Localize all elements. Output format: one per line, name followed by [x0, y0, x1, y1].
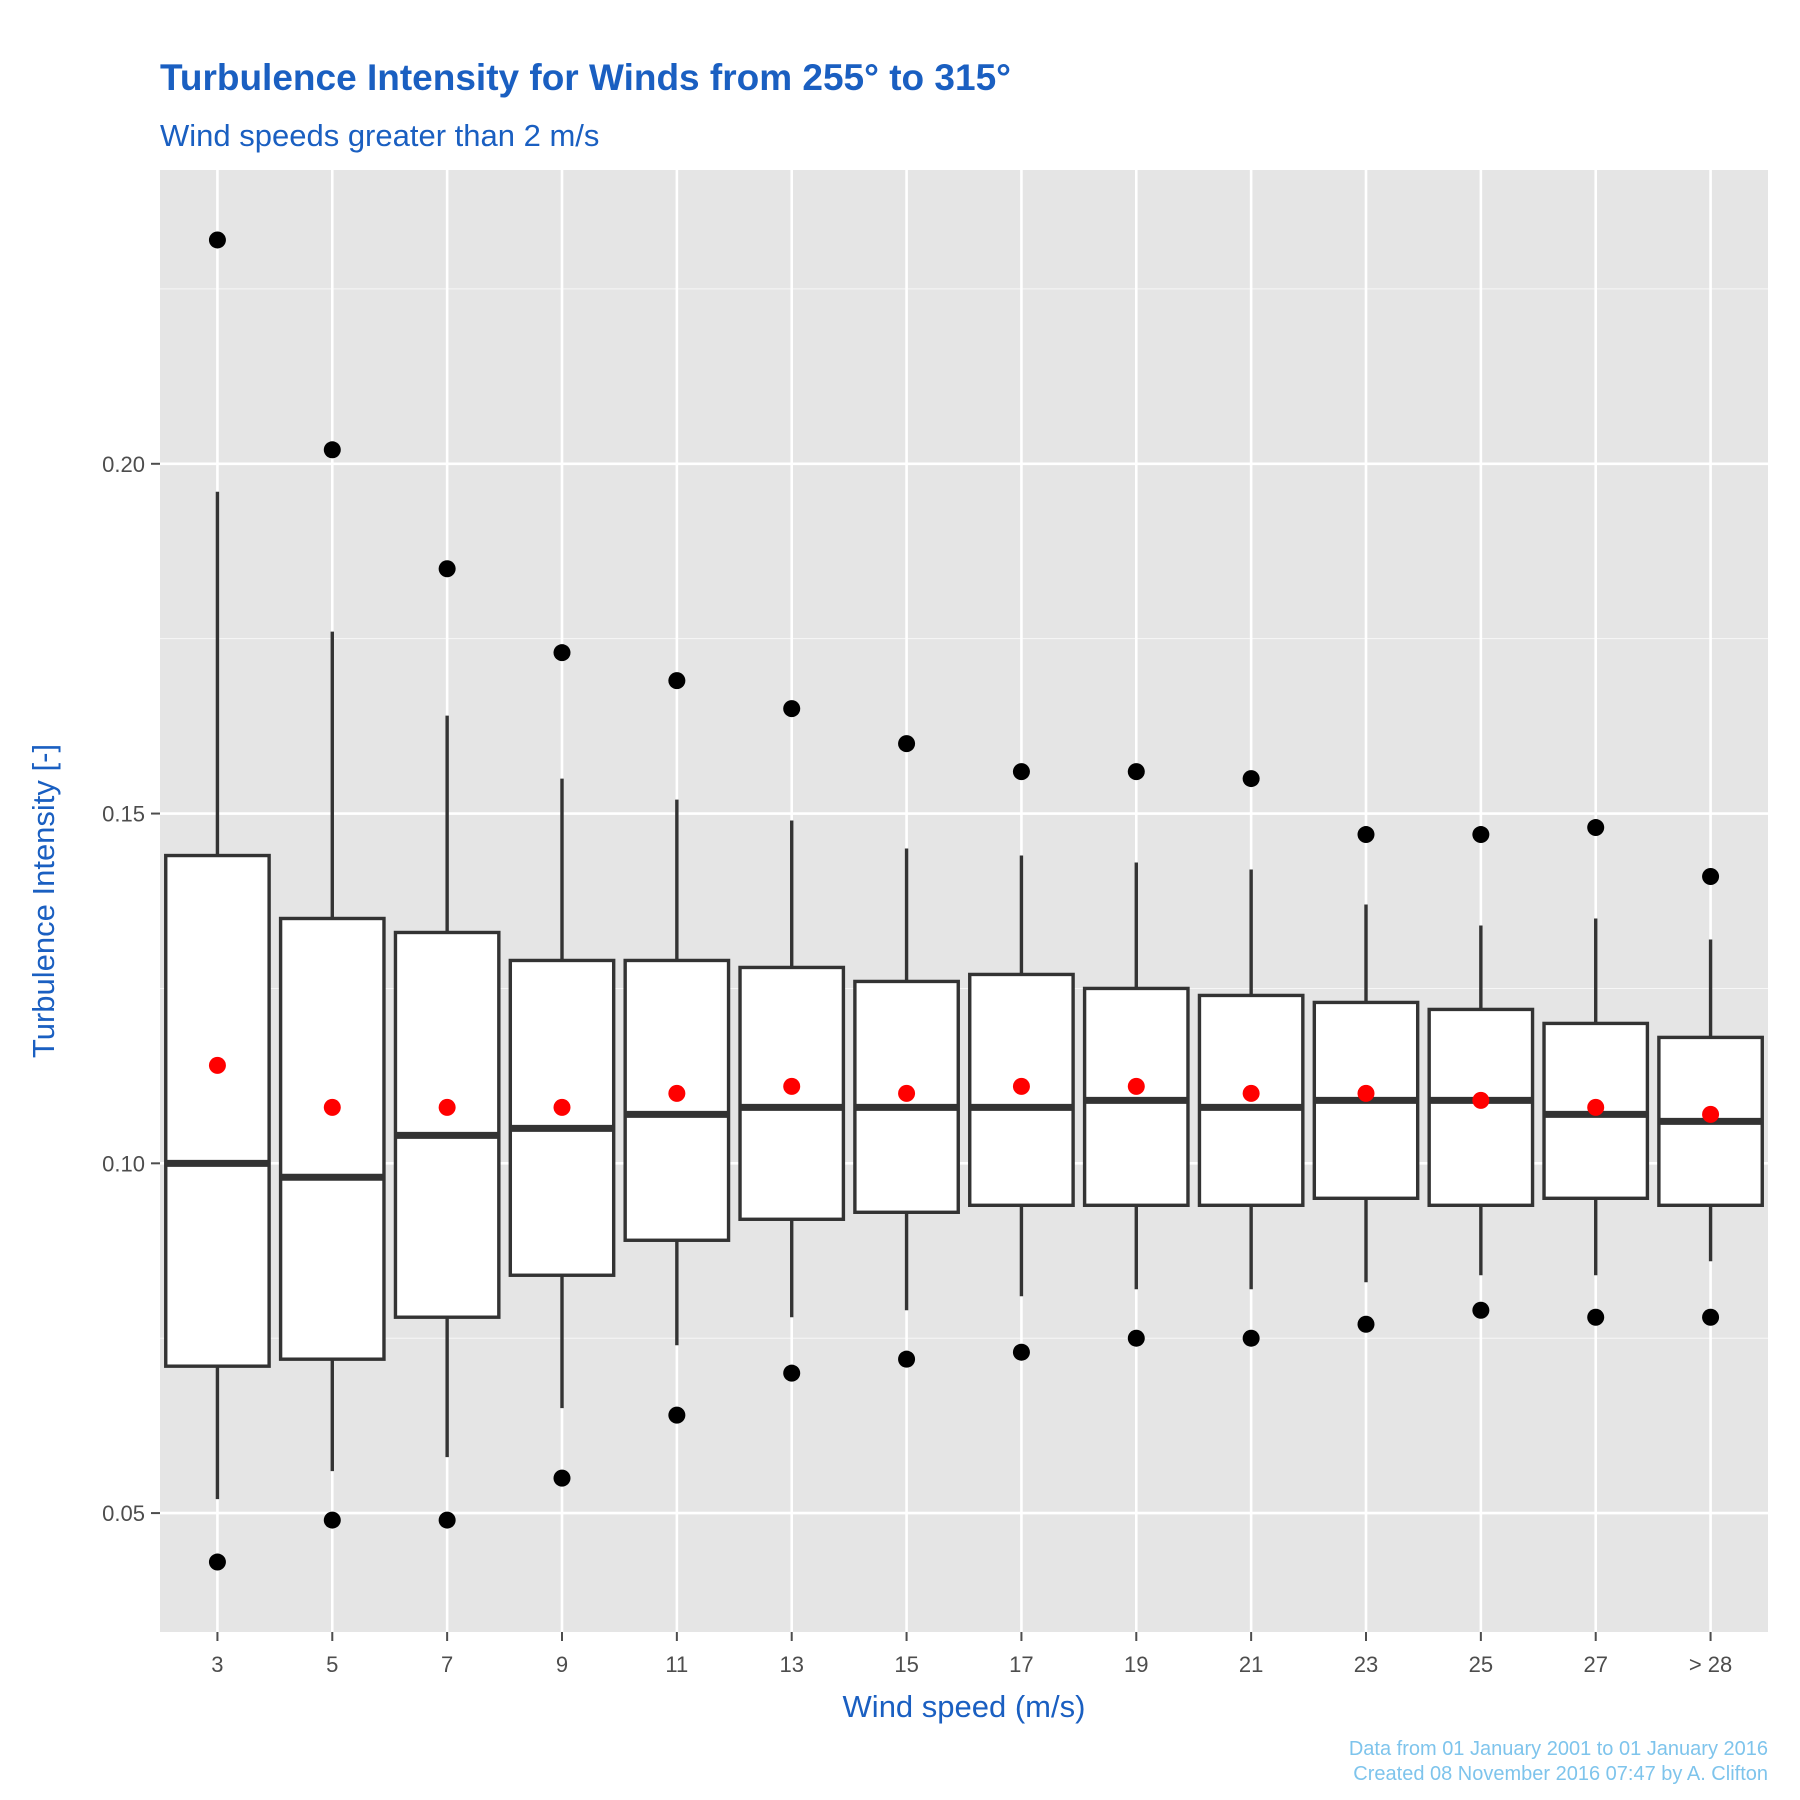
mean-point: [668, 1084, 686, 1102]
x-tick-label: 17: [1009, 1652, 1033, 1677]
outlier-point: [208, 231, 226, 249]
x-tick-label: 13: [779, 1652, 803, 1677]
outlier-point: [1127, 763, 1145, 781]
mean-point: [1127, 1077, 1145, 1095]
box-11: [1312, 826, 1420, 1333]
outlier-point: [1242, 1329, 1260, 1347]
outlier-point: [668, 672, 686, 690]
mean-point: [438, 1098, 456, 1116]
outlier-point: [323, 441, 341, 459]
box-13: [1542, 819, 1650, 1326]
x-tick-label: 9: [556, 1652, 568, 1677]
outlier-point: [208, 1553, 226, 1571]
box-iqr: [164, 853, 271, 1368]
boxes: [164, 231, 1764, 1571]
x-tick-label: 21: [1239, 1652, 1263, 1677]
box-1: [164, 231, 271, 1571]
y-tick-label: 0.10: [102, 1151, 145, 1176]
x-tick-label: 19: [1124, 1652, 1148, 1677]
outlier-point: [1012, 763, 1030, 781]
outlier-point: [1357, 1315, 1375, 1333]
mean-point: [1587, 1098, 1605, 1116]
x-tick-label: 23: [1354, 1652, 1378, 1677]
outlier-point: [1587, 1308, 1605, 1326]
y-axis: 0.05 0.10 0.15 0.20: [102, 452, 160, 1526]
box-iqr: [278, 916, 386, 1361]
outlier-point: [1702, 868, 1720, 886]
box-14: [1657, 868, 1764, 1326]
box-7: [853, 735, 960, 1368]
y-tick-label: 0.20: [102, 452, 145, 477]
box-5: [623, 672, 731, 1424]
outlier-point: [1472, 826, 1490, 844]
x-tick-label: 5: [326, 1652, 338, 1677]
x-tick-label: 25: [1469, 1652, 1493, 1677]
x-axis: 3 5 7 9 11 13 15 17 19 21 23 25 27 > 28: [211, 1632, 1732, 1677]
outlier-point: [898, 1350, 916, 1368]
mean-point: [1472, 1091, 1490, 1109]
outlier-point: [668, 1406, 686, 1424]
mean-point: [783, 1077, 801, 1095]
box-9: [1082, 763, 1190, 1347]
x-axis-label: Wind speed (m/s): [843, 1689, 1086, 1724]
outlier-point: [1127, 1329, 1145, 1347]
box-8: [968, 763, 1075, 1361]
outlier-point: [1357, 826, 1375, 844]
outlier-point: [783, 1364, 801, 1382]
x-tick-label: 3: [211, 1652, 223, 1677]
mean-point: [323, 1098, 341, 1116]
box-12: [1427, 826, 1535, 1319]
x-tick-label: 7: [441, 1652, 453, 1677]
outlier-point: [1702, 1308, 1720, 1326]
mean-point: [553, 1098, 571, 1116]
box-10: [1197, 770, 1305, 1347]
mean-point: [1702, 1105, 1720, 1123]
outlier-point: [783, 700, 801, 718]
chart-title: Turbulence Intensity for Winds from 255°…: [160, 57, 1011, 98]
outlier-point: [553, 1469, 571, 1487]
mean-point: [1242, 1084, 1260, 1102]
outlier-point: [1587, 819, 1605, 837]
outlier-point: [898, 735, 916, 753]
caption-data-range: Data from 01 January 2001 to 01 January …: [1349, 1738, 1768, 1760]
chart-subtitle: Wind speeds greater than 2 m/s: [160, 118, 599, 153]
box-iqr: [508, 958, 616, 1277]
outlier-point: [1242, 770, 1260, 788]
mean-point: [1012, 1077, 1030, 1095]
outlier-point: [438, 560, 456, 578]
outlier-point: [553, 644, 571, 662]
mean-point: [1357, 1084, 1375, 1102]
box-4: [508, 644, 616, 1487]
x-tick-label: > 28: [1689, 1652, 1732, 1677]
box-iqr: [393, 930, 501, 1319]
mean-point: [898, 1084, 916, 1102]
y-axis-label: Turbulence Intensity [-]: [26, 744, 61, 1058]
plot-panel: [160, 170, 1768, 1632]
y-tick-label: 0.15: [102, 802, 145, 827]
mean-point: [208, 1056, 226, 1074]
x-tick-label: 27: [1583, 1652, 1607, 1677]
outlier-point: [323, 1511, 341, 1529]
box-3: [393, 560, 501, 1529]
x-tick-label: 11: [665, 1652, 688, 1677]
outlier-point: [1012, 1343, 1030, 1361]
x-tick-label: 15: [894, 1652, 918, 1677]
caption-created: Created 08 November 2016 07:47 by A. Cli…: [1353, 1763, 1768, 1785]
box-6: [738, 700, 846, 1382]
box-2: [278, 441, 386, 1529]
outlier-point: [438, 1511, 456, 1529]
y-tick-label: 0.05: [102, 1501, 145, 1526]
outlier-point: [1472, 1301, 1490, 1319]
